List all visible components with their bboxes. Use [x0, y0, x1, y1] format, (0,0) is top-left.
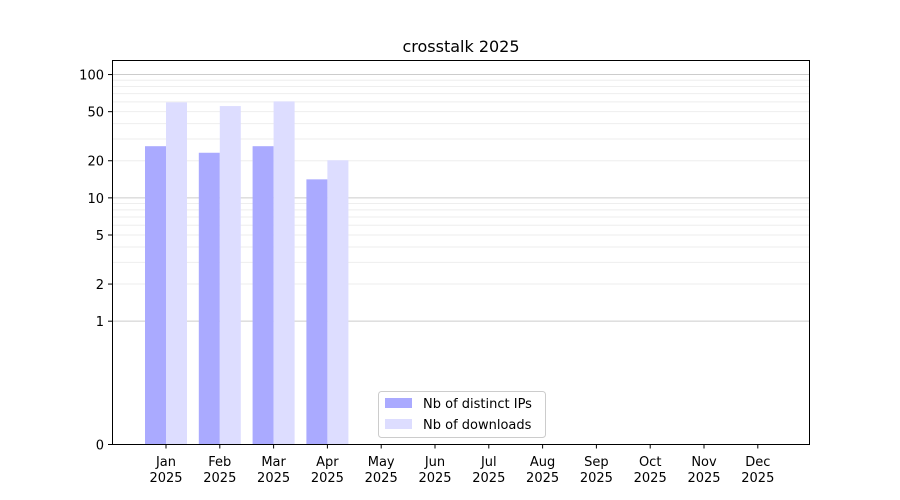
x-tick-label: Apr 2025	[311, 455, 344, 486]
bar-downloads	[327, 160, 349, 444]
x-tick-label: Sep 2025	[580, 455, 613, 486]
y-tick-label: 20	[87, 155, 104, 170]
x-tick-label: Aug 2025	[526, 455, 559, 486]
y-tick-label: 100	[79, 69, 104, 84]
y-tick-label: 0	[96, 439, 104, 454]
legend-swatch	[385, 419, 412, 429]
x-tick-label: Nov 2025	[687, 455, 720, 486]
x-tick-label: Jul 2025	[472, 455, 505, 486]
y-tick-label: 10	[87, 192, 104, 207]
bar-distinct-ips	[198, 152, 220, 444]
legend-box	[378, 391, 546, 438]
bar-distinct-ips	[252, 146, 274, 444]
bar-distinct-ips	[306, 179, 328, 444]
x-tick-label: May 2025	[365, 455, 398, 486]
x-tick-label: Jun 2025	[418, 455, 451, 486]
y-tick-label: 2	[96, 278, 104, 293]
legend-label: Nb of distinct IPs	[423, 397, 532, 412]
x-tick-label: Dec 2025	[741, 455, 774, 486]
chart-title: crosstalk 2025	[402, 37, 519, 56]
bar-downloads	[166, 102, 187, 445]
y-tick-label: 5	[96, 229, 104, 244]
legend-label: Nb of downloads	[423, 418, 532, 433]
x-axis: Jan 2025 Feb 2025 Mar 2025 Apr 2025 May 2025 Jun 20…	[149, 444, 774, 486]
y-axis: 0 1 2 5 10 20 50 100	[79, 69, 112, 454]
bar-downloads	[219, 106, 241, 444]
y-tick-label: 50	[87, 106, 104, 121]
x-tick-label: Jan 2025	[149, 455, 182, 486]
y-tick-label: 1	[96, 315, 104, 330]
x-tick-label: Oct 2025	[634, 455, 667, 486]
bars	[145, 101, 349, 445]
plot-frame	[112, 60, 810, 445]
x-tick-label: Feb 2025	[203, 455, 236, 486]
x-tick-label: Mar 2025	[257, 455, 290, 486]
bar-downloads	[273, 101, 295, 445]
bar-distinct-ips	[145, 146, 166, 444]
legend: Nb of distinct IPs Nb of downloads	[378, 391, 546, 438]
legend-swatch	[385, 398, 412, 408]
